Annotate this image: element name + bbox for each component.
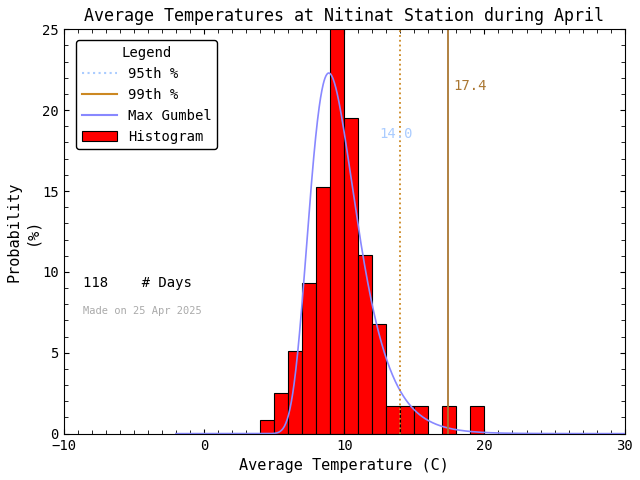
Legend: 95th %, 99th %, Max Gumbel, Histogram: 95th %, 99th %, Max Gumbel, Histogram — [76, 40, 217, 149]
Text: Made on 25 Apr 2025: Made on 25 Apr 2025 — [83, 306, 202, 316]
Bar — [358, 255, 372, 433]
Bar — [400, 406, 414, 433]
Bar — [442, 406, 456, 433]
Bar — [344, 119, 358, 433]
Bar — [372, 324, 387, 433]
Text: 14.0: 14.0 — [380, 127, 413, 142]
X-axis label: Average Temperature (C): Average Temperature (C) — [239, 458, 449, 473]
Text: 118    # Days: 118 # Days — [83, 276, 192, 290]
Bar — [316, 187, 330, 433]
Bar — [470, 406, 484, 433]
Bar — [330, 23, 344, 433]
Bar — [387, 406, 400, 433]
Bar — [414, 406, 428, 433]
Bar — [260, 420, 274, 433]
Bar — [302, 283, 316, 433]
Text: 17.4: 17.4 — [454, 79, 487, 93]
Title: Average Temperatures at Nitinat Station during April: Average Temperatures at Nitinat Station … — [84, 7, 604, 25]
Bar — [274, 393, 288, 433]
Bar — [288, 351, 302, 433]
Y-axis label: Probability
(%): Probability (%) — [7, 181, 39, 282]
